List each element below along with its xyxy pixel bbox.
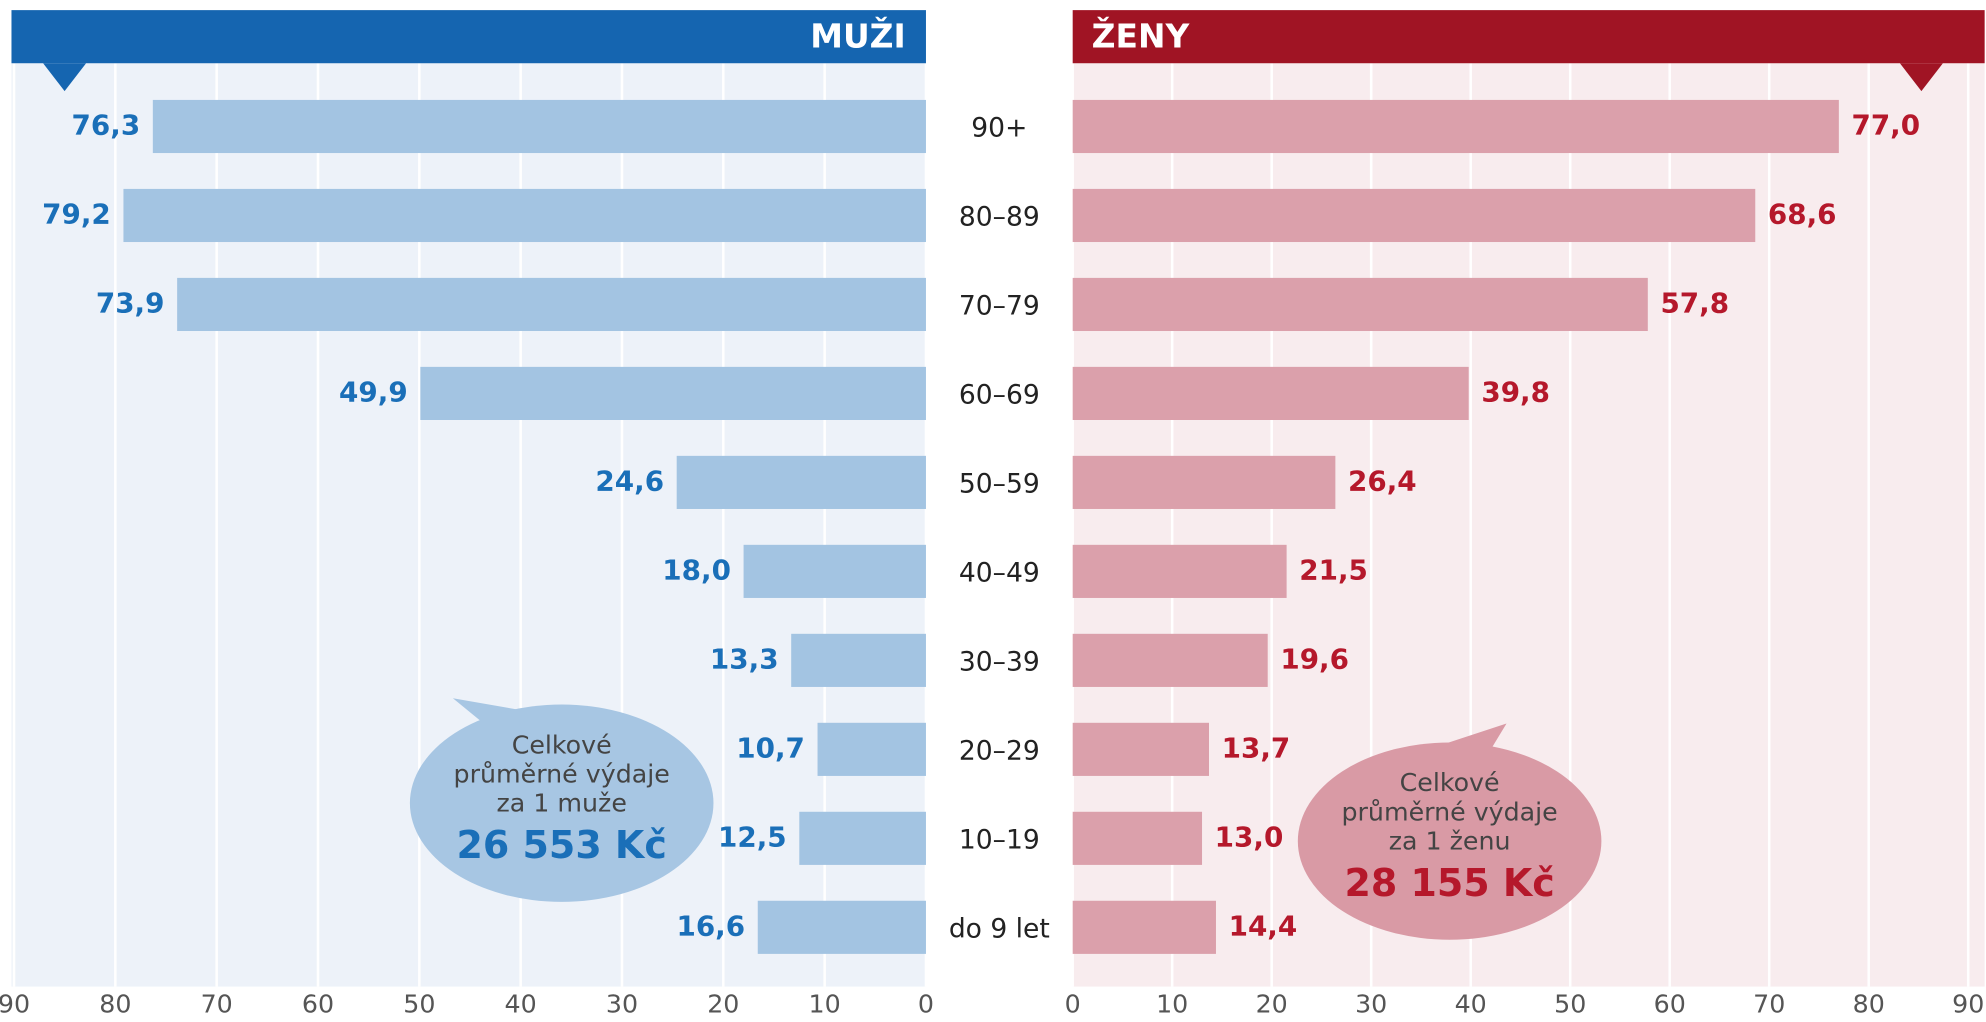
value-label: 68,6 xyxy=(1768,197,1837,230)
bar xyxy=(420,367,926,420)
category-label: 40–49 xyxy=(959,557,1040,588)
callout-text: průměrné výdaje xyxy=(1341,797,1557,826)
x-tick-label: 80 xyxy=(99,990,131,1019)
category-label: 50–59 xyxy=(959,468,1040,499)
chart: 0 10 20 30 40 50 60 70 80 90 MUŽI 76,3 79,2 73,9 49,9 2… xyxy=(0,0,1986,1022)
bar xyxy=(1073,278,1648,331)
value-label: 13,7 xyxy=(1222,731,1291,764)
callout-total: 26 553 Kč xyxy=(457,823,667,867)
callout-text: za 1 muže xyxy=(496,788,626,817)
bar xyxy=(744,545,926,598)
x-tick-label: 0 xyxy=(1065,990,1081,1019)
callout-total: 28 155 Kč xyxy=(1344,861,1554,905)
value-label: 26,4 xyxy=(1348,464,1417,497)
bar xyxy=(1073,723,1209,776)
category-label: 20–29 xyxy=(959,735,1040,766)
value-label: 79,2 xyxy=(42,197,111,230)
bar xyxy=(791,634,926,687)
panel-title: ŽENY xyxy=(1092,15,1191,55)
panel-title: MUŽI xyxy=(810,15,905,55)
value-label: 19,6 xyxy=(1280,642,1349,675)
x-tick-label: 70 xyxy=(1753,990,1785,1019)
category-label: 80–89 xyxy=(959,201,1040,232)
x-tick-label: 20 xyxy=(1256,990,1288,1019)
value-label: 21,5 xyxy=(1299,553,1368,586)
x-tick-label: 10 xyxy=(1156,990,1188,1019)
value-label: 49,9 xyxy=(339,375,408,408)
x-tick-label: 10 xyxy=(809,990,841,1019)
value-label: 10,7 xyxy=(736,731,805,764)
bar xyxy=(758,901,926,954)
x-tick-label: 0 xyxy=(918,990,934,1019)
value-label: 73,9 xyxy=(96,286,165,319)
bar xyxy=(153,100,926,153)
value-label: 39,8 xyxy=(1481,375,1550,408)
x-tick-label: 80 xyxy=(1853,990,1885,1019)
value-label: 13,0 xyxy=(1215,820,1284,853)
callout-text: Celkové xyxy=(512,730,612,759)
value-label: 57,8 xyxy=(1660,286,1729,319)
value-label: 16,6 xyxy=(676,909,745,942)
bar xyxy=(1073,545,1287,598)
x-tick-label: 40 xyxy=(505,990,537,1019)
category-label: 70–79 xyxy=(959,290,1040,321)
value-label: 14,4 xyxy=(1229,909,1298,942)
value-label: 13,3 xyxy=(710,642,779,675)
callout-text: průměrné výdaje xyxy=(454,759,670,788)
bar xyxy=(818,723,926,776)
category-label: 30–39 xyxy=(959,646,1040,677)
category-label: do 9 let xyxy=(949,913,1050,944)
callout-text: za 1 ženu xyxy=(1389,826,1511,855)
category-label: 90+ xyxy=(971,113,1027,144)
x-tick-label: 90 xyxy=(1952,990,1984,1019)
bar xyxy=(177,278,926,331)
bar xyxy=(123,189,926,242)
page: 0 10 20 30 40 50 60 70 80 90 MUŽI 76,3 79,2 73,9 49,9 2… xyxy=(0,0,1986,1022)
bar xyxy=(1073,456,1336,509)
x-tick-label: 60 xyxy=(302,990,334,1019)
bar xyxy=(1073,100,1839,153)
category-label: 60–69 xyxy=(959,379,1040,410)
category-label: 10–19 xyxy=(959,824,1040,855)
x-tick-label: 70 xyxy=(201,990,233,1019)
x-tick-label: 40 xyxy=(1455,990,1487,1019)
callout-text: Celkové xyxy=(1400,768,1500,797)
value-label: 18,0 xyxy=(662,553,731,586)
x-tick-label: 30 xyxy=(606,990,638,1019)
bar xyxy=(1073,189,1756,242)
panel-header xyxy=(11,10,925,63)
x-tick-label: 50 xyxy=(1554,990,1586,1019)
bar xyxy=(1073,812,1202,865)
panel-header xyxy=(1073,10,1985,63)
x-tick-label: 20 xyxy=(707,990,739,1019)
bar xyxy=(677,456,926,509)
x-tick-label: 60 xyxy=(1654,990,1686,1019)
value-label: 24,6 xyxy=(595,464,664,497)
value-label: 12,5 xyxy=(718,820,787,853)
x-tick-label: 50 xyxy=(403,990,435,1019)
bar xyxy=(799,812,926,865)
value-label: 76,3 xyxy=(72,108,141,141)
x-tick-label: 90 xyxy=(0,990,30,1019)
value-label: 77,0 xyxy=(1851,108,1920,141)
bar xyxy=(1073,901,1216,954)
bar xyxy=(1073,367,1469,420)
bar xyxy=(1073,634,1268,687)
x-tick-label: 30 xyxy=(1355,990,1387,1019)
